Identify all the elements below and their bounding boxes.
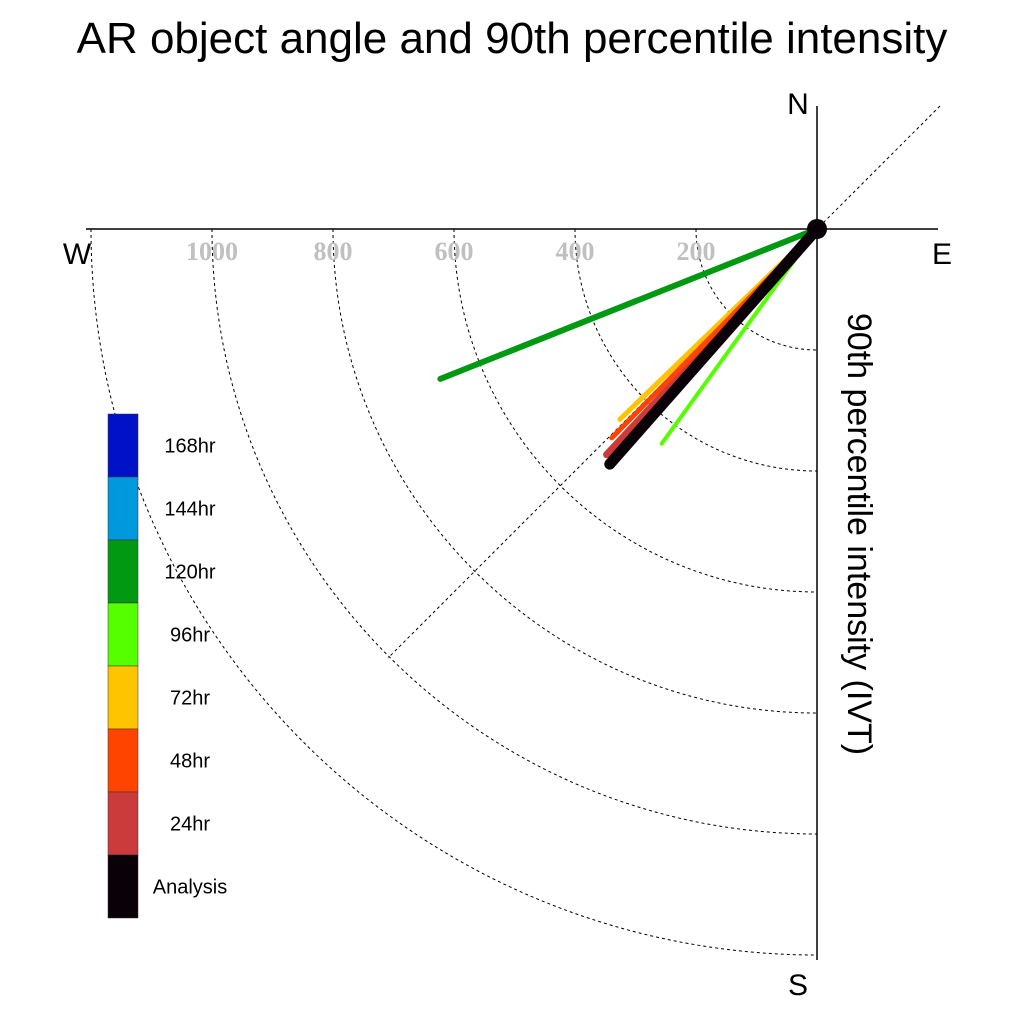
legend-label-168hr: 168hr bbox=[164, 436, 215, 458]
radial-grid bbox=[90, 228, 818, 956]
legend-label-72hr: 72hr bbox=[170, 688, 210, 710]
legend-label-144hr: 144hr bbox=[164, 499, 215, 521]
compass-west: W bbox=[63, 238, 92, 271]
legend-swatch-48hr bbox=[107, 728, 139, 793]
series-vectors bbox=[437, 223, 823, 470]
legend-swatch-144hr bbox=[107, 476, 139, 541]
legend-swatch-96hr bbox=[107, 602, 139, 667]
grid-ring-1000 bbox=[211, 228, 818, 835]
legend-swatch-analysis bbox=[107, 854, 139, 919]
legend-swatch-120hr bbox=[107, 539, 139, 604]
legend-label-120hr: 120hr bbox=[164, 562, 215, 584]
y-axis-label: 90th percentile intensity (IVT) bbox=[840, 313, 878, 755]
legend: 168hr 144hr 120hr 96hr 72hr 48hr 24hr Analysis bbox=[107, 413, 227, 919]
tick-label-800: 800 bbox=[314, 237, 353, 266]
legend-label-48hr: 48hr bbox=[170, 751, 210, 773]
tick-label-600: 600 bbox=[435, 237, 474, 266]
legend-swatch-168hr bbox=[107, 413, 139, 478]
legend-label-analysis: Analysis bbox=[153, 877, 227, 899]
origin-marker bbox=[807, 219, 827, 239]
tick-label-200: 200 bbox=[677, 237, 716, 266]
compass-north: N bbox=[787, 88, 809, 121]
chart-title: AR object angle and 90th percentile inte… bbox=[76, 14, 948, 63]
grid-ring-200 bbox=[695, 228, 818, 351]
grid-ring-400 bbox=[574, 228, 818, 472]
compass-east: E bbox=[932, 238, 952, 271]
legend-swatch-72hr bbox=[107, 665, 139, 730]
grid-ring-800 bbox=[332, 228, 818, 714]
legend-label-24hr: 24hr bbox=[170, 814, 210, 836]
vector-analysis bbox=[604, 223, 823, 470]
legend-label-96hr: 96hr bbox=[170, 625, 210, 647]
vector-120hr bbox=[437, 226, 820, 382]
tick-label-1000: 1000 bbox=[186, 237, 238, 266]
radial-ticks: 200 400 600 800 1000 bbox=[186, 237, 716, 266]
grid-ring-1200 bbox=[90, 228, 818, 956]
tick-label-400: 400 bbox=[556, 237, 595, 266]
compass-south: S bbox=[788, 969, 808, 1002]
legend-swatch-24hr bbox=[107, 791, 139, 856]
